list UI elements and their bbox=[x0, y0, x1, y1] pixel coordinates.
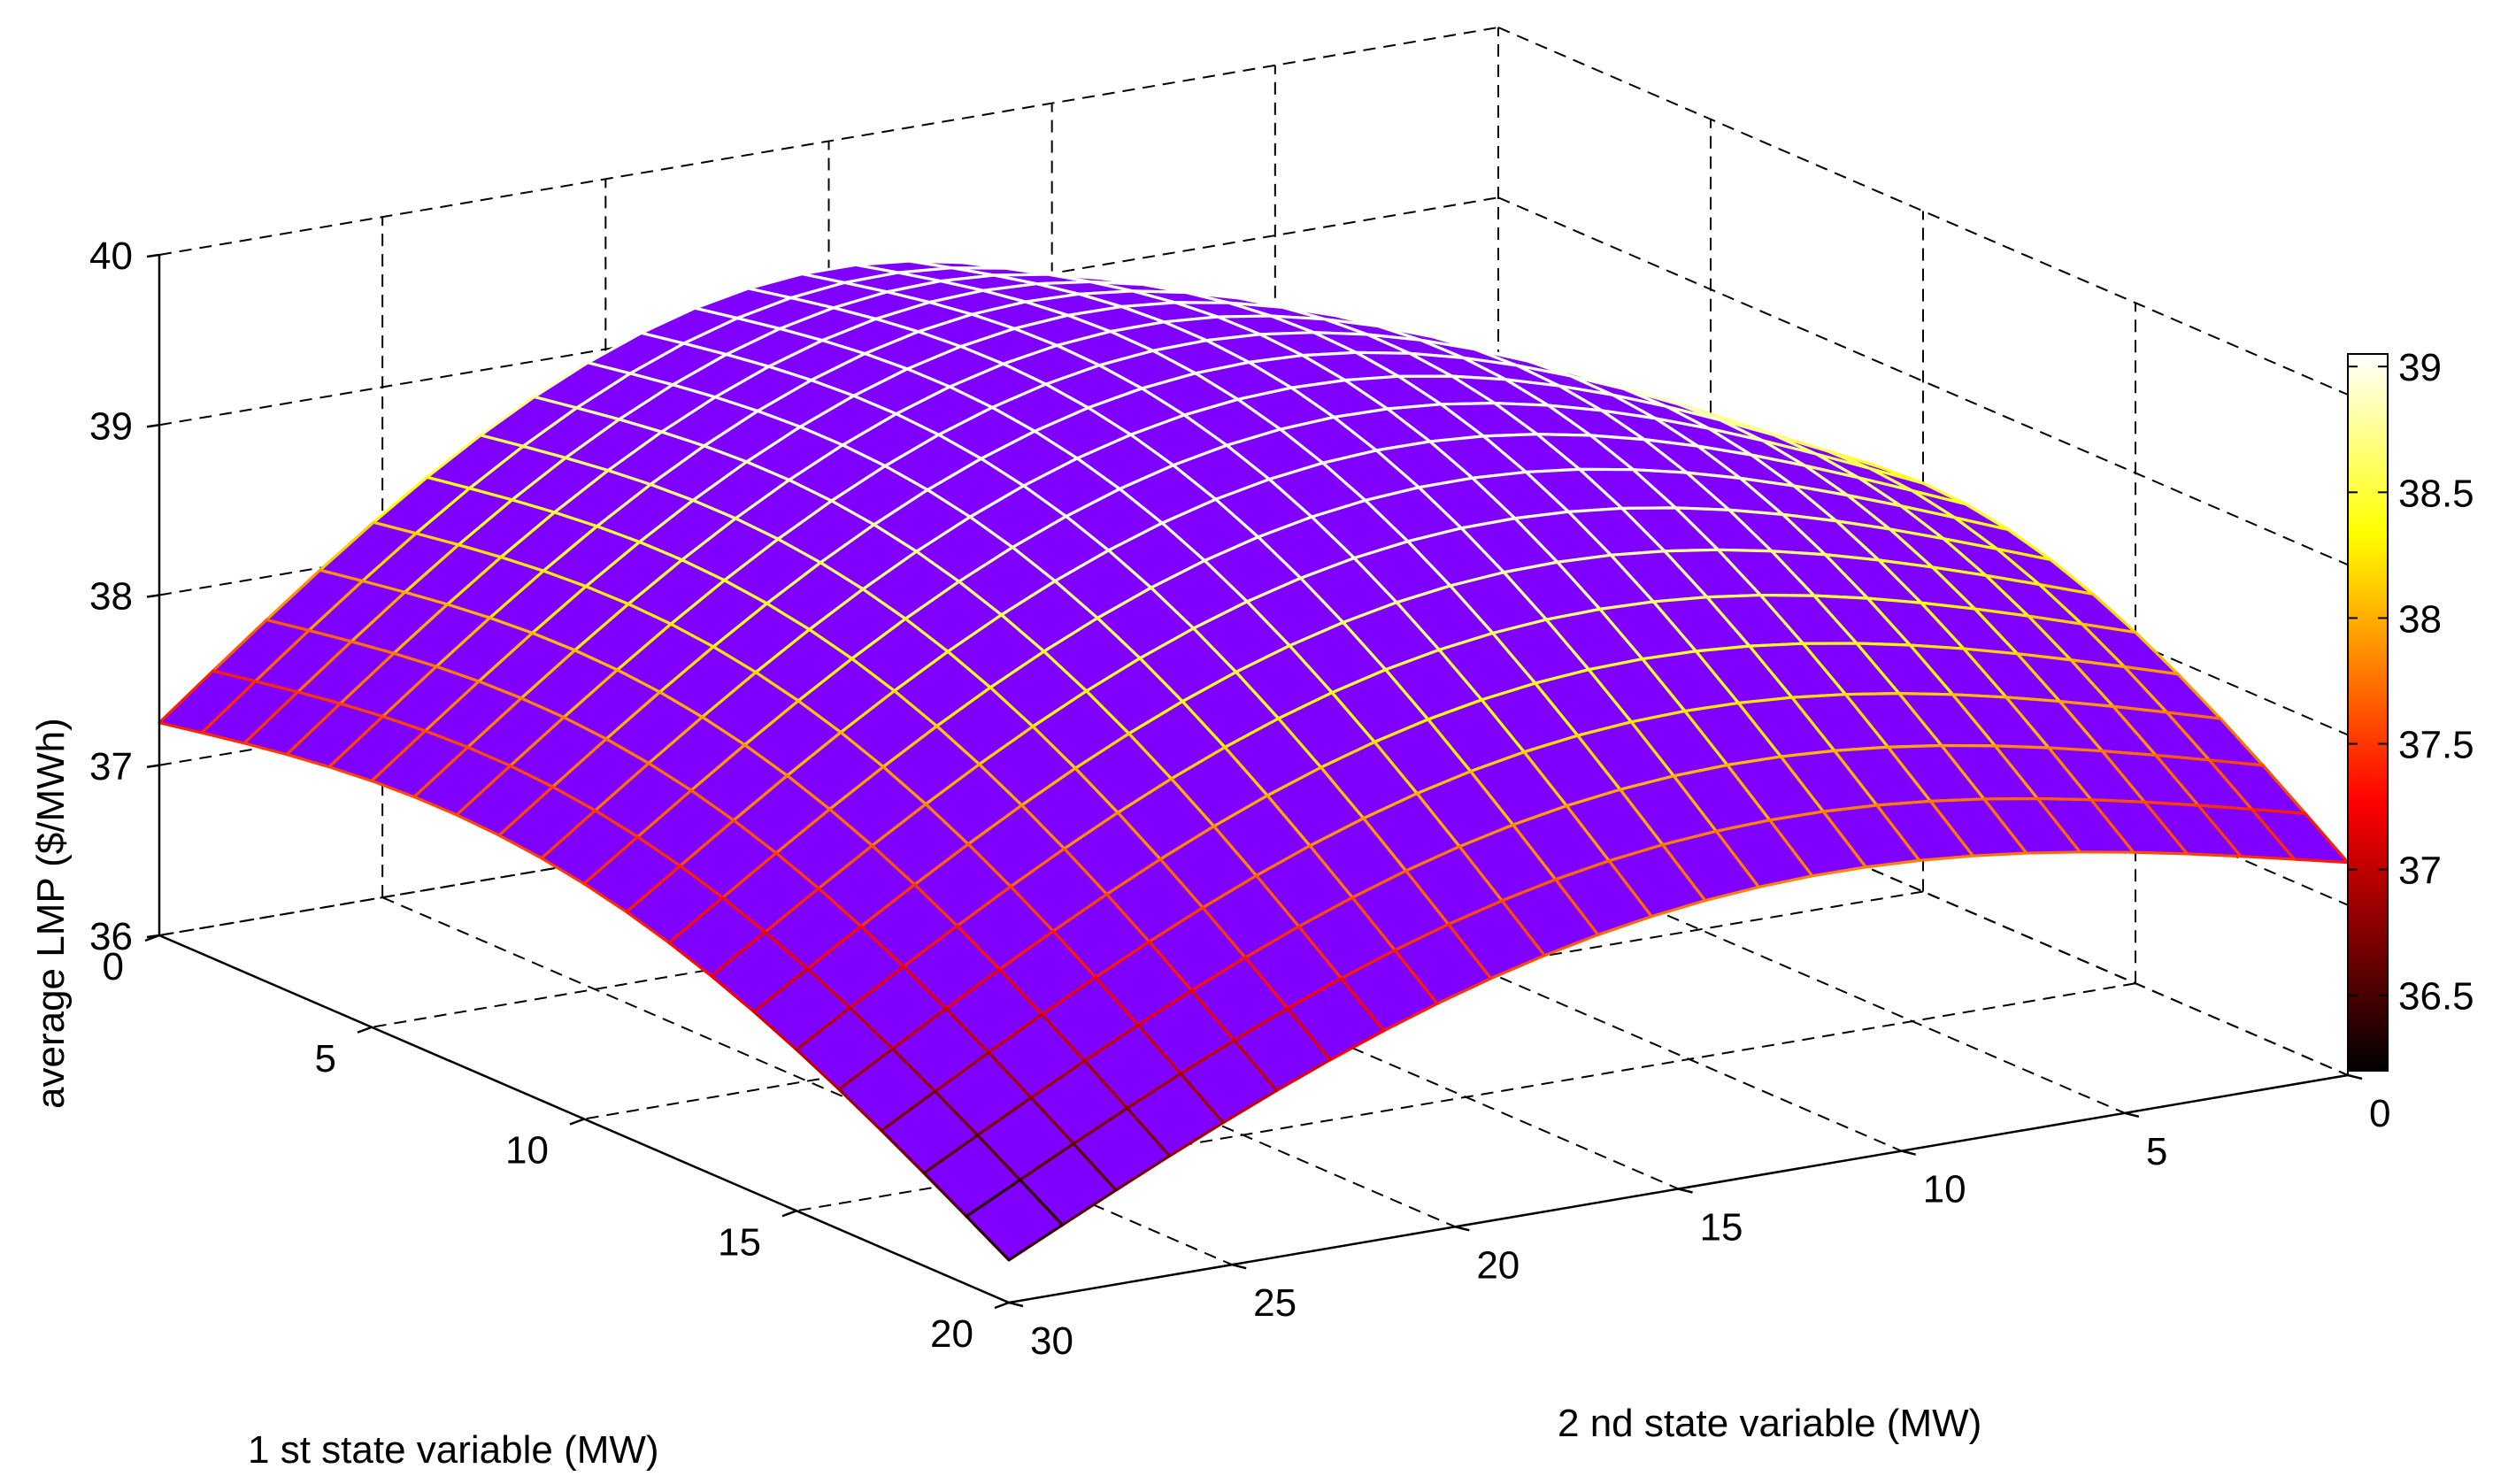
x-tick bbox=[569, 1118, 585, 1126]
x-tick-label: 0 bbox=[103, 945, 124, 988]
colorbar-tick-label: 38 bbox=[2398, 597, 2442, 641]
y-tick bbox=[1678, 1188, 1693, 1194]
z-tick bbox=[146, 424, 160, 428]
y-tick bbox=[2347, 1073, 2363, 1080]
x-tick-label: 10 bbox=[505, 1129, 549, 1173]
z-tick-label: 37 bbox=[89, 745, 133, 788]
y-tick bbox=[1008, 1301, 1024, 1308]
y-tick-label: 5 bbox=[2146, 1130, 2167, 1173]
y-tick-label: 25 bbox=[1253, 1281, 1297, 1325]
z-tick bbox=[146, 253, 160, 258]
z-tick-label: 38 bbox=[89, 575, 133, 619]
colorbar-gradient bbox=[2347, 353, 2389, 1072]
y-tick bbox=[1901, 1150, 1916, 1156]
colorbar-tick-label: 36.5 bbox=[2398, 975, 2474, 1019]
z-axis-label: average LMP ($/MWh) bbox=[29, 718, 73, 1109]
surface-mesh bbox=[158, 259, 2350, 1262]
grid-line bbox=[381, 896, 1233, 1266]
colorbar: 36.5 37 37.5 38 38.5 39 bbox=[2347, 346, 2474, 1072]
y-tick bbox=[1455, 1226, 1470, 1232]
x-tick-label: 20 bbox=[930, 1312, 973, 1356]
surface-cell bbox=[965, 1178, 1065, 1262]
y-tick-label: 30 bbox=[1030, 1319, 1073, 1363]
colorbar-tick-label: 37 bbox=[2398, 850, 2442, 893]
y-tick-label: 0 bbox=[2369, 1092, 2390, 1135]
x-tick bbox=[781, 1210, 797, 1218]
x-tick bbox=[994, 1301, 1010, 1310]
z-tick-label: 40 bbox=[89, 235, 133, 278]
x-tick bbox=[357, 1026, 373, 1034]
y-tick-label: 20 bbox=[1476, 1243, 1520, 1287]
z-tick-label: 36 bbox=[89, 915, 133, 958]
colorbar-tick-label: 37.5 bbox=[2398, 724, 2474, 767]
z-tick-label: 39 bbox=[89, 404, 133, 448]
x-axis-label: 1 st state variable (MW) bbox=[248, 1428, 659, 1472]
grid-line bbox=[1497, 196, 2349, 566]
y-tick-label: 10 bbox=[1923, 1168, 1966, 1211]
axis-ticks: 36 37 38 39 40 0 5 10 15 20 0 5 10 15 20 25 30 bbox=[89, 235, 2390, 1363]
grid-line bbox=[1497, 27, 2349, 396]
x-tick bbox=[144, 934, 160, 942]
y-axis-label: 2 nd state variable (MW) bbox=[1558, 1402, 1981, 1445]
x-tick-label: 15 bbox=[718, 1220, 761, 1264]
y-tick-label: 15 bbox=[1700, 1206, 1743, 1249]
y-tick bbox=[1231, 1263, 1247, 1270]
colorbar-tick-label: 38.5 bbox=[2398, 472, 2474, 515]
z-tick bbox=[146, 764, 160, 768]
colorbar-tick-label: 39 bbox=[2398, 346, 2442, 389]
x-tick-label: 5 bbox=[315, 1037, 336, 1080]
z-tick bbox=[146, 594, 160, 598]
y-tick bbox=[2124, 1111, 2140, 1119]
